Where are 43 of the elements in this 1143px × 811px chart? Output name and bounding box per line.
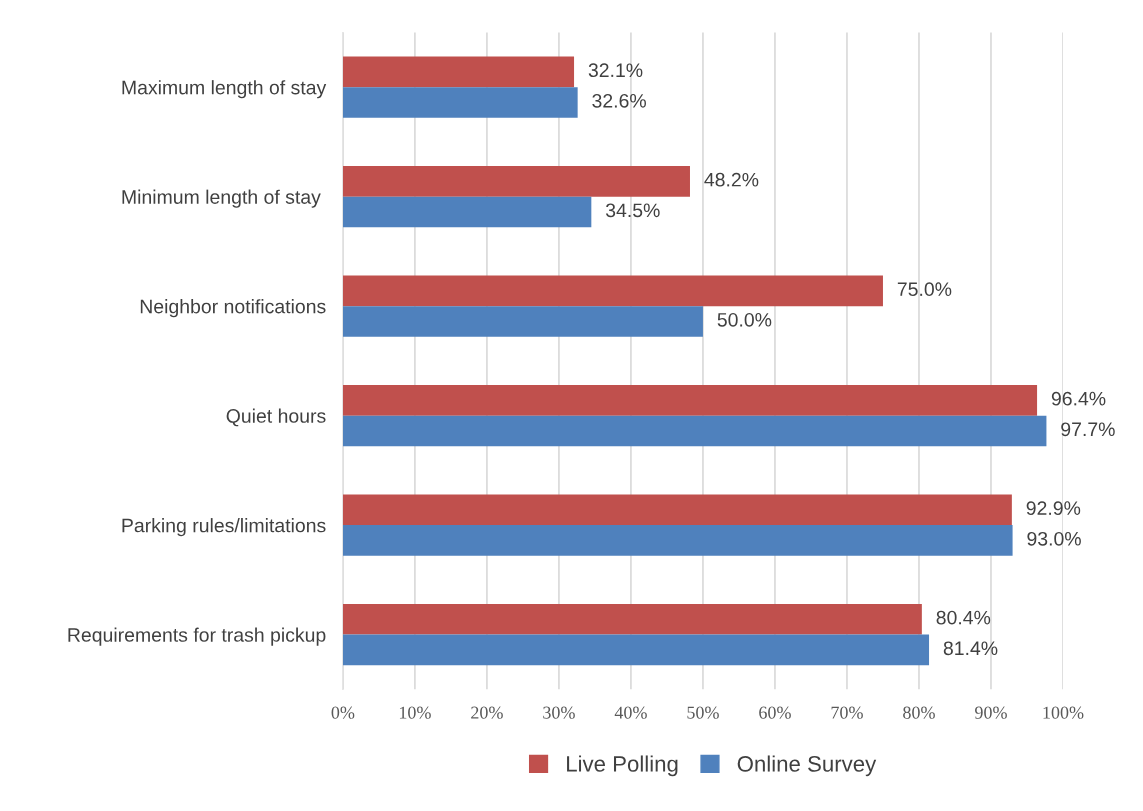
data-label: 93.0% (1027, 531, 1081, 546)
x-tick-label: 100% (1043, 706, 1084, 719)
bar (342, 525, 1013, 556)
bar (342, 275, 883, 307)
y-tick-label: Neighbor notifications (140, 299, 326, 318)
data-label: 97.7% (1061, 422, 1115, 437)
data-label: 81.4% (943, 641, 998, 656)
x-tick-label: 0% (331, 706, 355, 719)
data-label: 50.0% (717, 312, 772, 327)
data-label: 92.9% (1026, 501, 1081, 516)
bar (342, 56, 575, 88)
data-label: 80.4% (936, 610, 991, 625)
y-tick-label: Parking rules/limitations (122, 518, 326, 537)
bar (342, 306, 703, 337)
y-tick-label: Quiet hours (226, 408, 326, 427)
x-tick-label: 40% (614, 706, 647, 719)
data-label: 34.5% (605, 203, 660, 218)
x-tick-label: 60% (759, 706, 791, 719)
y-tick-label: Maximum length of stay (122, 80, 327, 99)
legend-label: Online Survey (737, 755, 877, 777)
bar (342, 494, 1012, 526)
x-tick-label: 20% (471, 706, 503, 719)
x-tick-label: 50% (687, 706, 719, 719)
x-tick-label: 80% (903, 706, 935, 719)
x-tick-label: 90% (975, 706, 1007, 719)
y-tick-label: Requirements for trash pickup (68, 627, 326, 646)
x-tick-label: 30% (543, 706, 575, 719)
x-tick-label: 10% (399, 706, 431, 719)
bar (342, 196, 592, 228)
bar (342, 603, 922, 635)
bar (342, 166, 690, 197)
bar (342, 634, 930, 666)
y-tick-label: Minimum length of stay (122, 189, 321, 208)
data-label: 48.2% (704, 172, 759, 187)
data-label: 96.4% (1051, 391, 1106, 406)
data-label: 32.1% (588, 63, 643, 78)
bar (342, 87, 578, 118)
data-label: 75.0% (897, 282, 952, 297)
x-tick-label: 70% (831, 706, 863, 719)
data-label: 32.6% (592, 93, 646, 108)
bar (342, 415, 1047, 447)
legend-label: Live Polling (567, 755, 678, 777)
bar (342, 384, 1038, 416)
